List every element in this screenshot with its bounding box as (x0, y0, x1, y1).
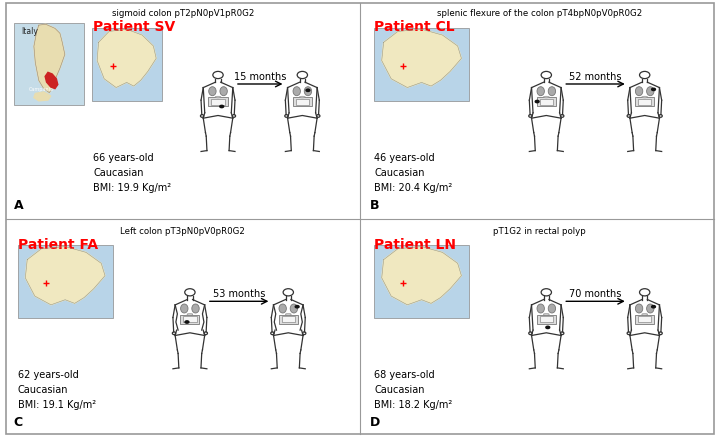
Bar (14, 25, 84, 106)
Bar (91, 29, 162, 101)
Ellipse shape (192, 304, 199, 313)
Bar (208, 98, 228, 107)
Text: B: B (370, 198, 379, 212)
Polygon shape (25, 247, 105, 305)
Ellipse shape (642, 314, 647, 315)
Bar (374, 246, 469, 318)
Circle shape (295, 306, 299, 308)
Ellipse shape (635, 304, 643, 313)
Circle shape (652, 89, 655, 92)
Text: sigmoid colon pT2pN0pV1pR0G2: sigmoid colon pT2pN0pV1pR0G2 (112, 10, 254, 18)
Bar (293, 98, 312, 107)
Ellipse shape (293, 88, 300, 96)
Text: C: C (14, 415, 22, 428)
Bar (536, 98, 556, 107)
Text: Caucasian: Caucasian (18, 385, 68, 395)
Ellipse shape (544, 314, 549, 315)
Text: Italy: Italy (22, 27, 38, 36)
Ellipse shape (290, 304, 297, 313)
Bar (638, 316, 652, 323)
Bar (635, 315, 654, 324)
Bar (540, 99, 553, 106)
Bar (184, 316, 197, 323)
Bar (180, 315, 199, 324)
Text: Left colon pT3pN0pV0pR0G2: Left colon pT3pN0pV0pR0G2 (120, 226, 246, 235)
Bar (374, 29, 469, 101)
Bar (279, 315, 298, 324)
Text: 62 years-old: 62 years-old (18, 370, 78, 379)
Text: D: D (370, 415, 380, 428)
Text: Campania: Campania (28, 87, 53, 92)
Ellipse shape (642, 97, 647, 99)
Ellipse shape (220, 88, 228, 96)
Polygon shape (45, 73, 58, 89)
Ellipse shape (537, 88, 544, 96)
Bar (638, 99, 652, 106)
Text: BMI: 20.4 Kg/m²: BMI: 20.4 Kg/m² (374, 183, 452, 193)
Text: BMI: 19.9 Kg/m²: BMI: 19.9 Kg/m² (94, 183, 171, 193)
Ellipse shape (635, 88, 643, 96)
Text: splenic flexure of the colon pT4bpN0pV0pR0G2: splenic flexure of the colon pT4bpN0pV0p… (436, 10, 642, 18)
Text: Patient LN: Patient LN (374, 237, 456, 251)
Polygon shape (382, 30, 462, 88)
Text: 52 months: 52 months (570, 72, 622, 81)
Bar (635, 98, 654, 107)
Text: Patient FA: Patient FA (18, 237, 98, 251)
Text: Caucasian: Caucasian (374, 385, 425, 395)
Ellipse shape (285, 314, 291, 315)
Circle shape (546, 326, 549, 329)
Text: Caucasian: Caucasian (94, 168, 144, 178)
Text: BMI: 19.1 Kg/m²: BMI: 19.1 Kg/m² (18, 399, 96, 410)
Circle shape (185, 321, 189, 323)
Text: 66 years-old: 66 years-old (94, 153, 154, 162)
Circle shape (652, 306, 655, 308)
Ellipse shape (544, 97, 549, 99)
Bar (540, 316, 553, 323)
Text: 70 months: 70 months (570, 289, 621, 298)
Text: Patient CL: Patient CL (374, 20, 455, 34)
Ellipse shape (187, 314, 193, 315)
Text: pT1G2 in rectal polyp: pT1G2 in rectal polyp (493, 226, 585, 235)
Polygon shape (97, 30, 156, 88)
Ellipse shape (181, 304, 188, 313)
Ellipse shape (305, 88, 312, 96)
Text: 53 months: 53 months (213, 289, 265, 298)
Ellipse shape (548, 88, 556, 96)
Ellipse shape (279, 304, 287, 313)
Bar (212, 99, 225, 106)
Text: Caucasian: Caucasian (374, 168, 425, 178)
Ellipse shape (548, 304, 556, 313)
Text: Patient SV: Patient SV (94, 20, 176, 34)
Circle shape (535, 101, 539, 103)
Bar (18, 246, 112, 318)
Circle shape (220, 106, 224, 109)
Ellipse shape (209, 88, 216, 96)
Ellipse shape (215, 97, 221, 99)
Bar (296, 99, 309, 106)
Ellipse shape (647, 88, 654, 96)
Text: 46 years-old: 46 years-old (374, 153, 435, 162)
Text: BMI: 18.2 Kg/m²: BMI: 18.2 Kg/m² (374, 399, 452, 410)
Text: A: A (14, 198, 23, 212)
Bar (536, 315, 556, 324)
Text: 15 months: 15 months (234, 72, 287, 81)
Text: 68 years-old: 68 years-old (374, 370, 435, 379)
Ellipse shape (300, 97, 305, 99)
Polygon shape (34, 93, 51, 102)
Bar (282, 316, 295, 323)
Ellipse shape (537, 304, 544, 313)
Ellipse shape (647, 304, 654, 313)
Polygon shape (34, 25, 65, 93)
Polygon shape (382, 247, 462, 305)
Circle shape (306, 90, 310, 92)
